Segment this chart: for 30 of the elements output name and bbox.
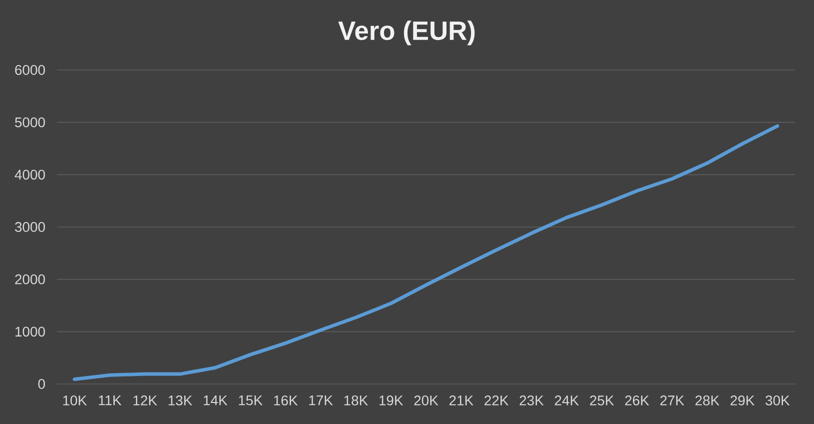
x-tick-label: 26K — [625, 396, 650, 406]
x-tick-label: 23K — [520, 396, 544, 406]
x-tick-label: 29K — [730, 396, 755, 406]
chart-title: Vero (EUR) — [338, 20, 475, 46]
x-tick-label: 16K — [274, 396, 298, 406]
y-tick-label: 3000 — [14, 222, 45, 232]
x-tick-label: 17K — [309, 396, 333, 406]
x-tick-label: 14K — [204, 396, 228, 406]
y-tick-label: 0 — [38, 379, 45, 389]
x-tick-label: 19K — [380, 396, 404, 406]
x-tick-label: 20K — [414, 396, 438, 406]
x-tick-label: 13K — [168, 396, 192, 406]
x-tick-label: 12K — [134, 396, 158, 406]
x-tick-label: 15K — [238, 396, 263, 406]
x-tick-label: 25K — [590, 396, 614, 406]
y-tick-label: 6000 — [15, 65, 45, 75]
x-tick-label: 24K — [554, 396, 579, 406]
x-tick-label: 11K — [98, 396, 122, 406]
x-tick-label: 21K — [449, 396, 474, 406]
x-tick-label: 22K — [484, 396, 509, 406]
y-tick-label: 2000 — [15, 274, 45, 284]
line-series — [72, 124, 780, 382]
x-tick-label: 27K — [660, 396, 684, 406]
x-tick-label: 10K — [63, 396, 87, 406]
y-tick-label: 5000 — [15, 117, 45, 128]
x-tick-label: 28K — [695, 396, 720, 406]
y-tick-label: 1000 — [16, 326, 45, 337]
x-tick-label: 30K — [766, 396, 790, 406]
y-tick-label: 4000 — [14, 170, 45, 180]
x-tick-label: 18K — [344, 396, 368, 406]
